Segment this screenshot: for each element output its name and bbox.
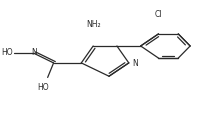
Text: N: N	[31, 48, 37, 57]
Text: HO: HO	[1, 48, 13, 57]
Text: Cl: Cl	[155, 10, 162, 19]
Text: NH₂: NH₂	[86, 20, 101, 29]
Text: HO: HO	[37, 83, 49, 92]
Text: N: N	[132, 59, 137, 68]
